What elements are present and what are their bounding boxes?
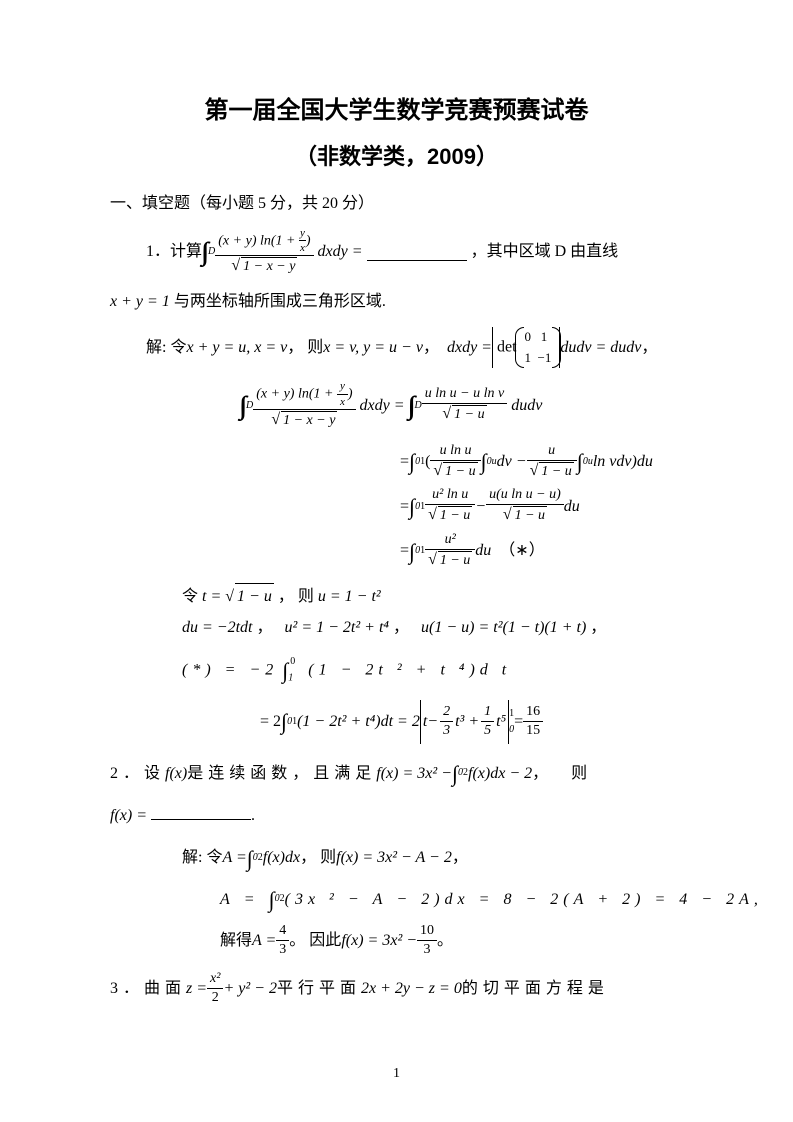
- q2-blank: f(x) = .: [110, 803, 683, 829]
- jacobian-abs: det 0 1 1 −1: [492, 327, 560, 369]
- page-number: 1: [0, 1066, 793, 1082]
- q1-eqF: = 2 ∫01 (1 − 2t² + t⁴)dt = 2 t − 23t³ + …: [110, 700, 683, 744]
- page-title: 第一届全国大学生数学竞赛预赛试卷: [110, 90, 683, 125]
- answer-blank-1: [367, 244, 467, 261]
- q1-integrand: (x + y) ln(1 + yx) √1 − x − y: [215, 227, 313, 277]
- q2-solC: 解得 A = 43 。 因此 f(x) = 3x² − 103 。: [110, 923, 683, 959]
- q1-sub1: 令 t = √1 − u ， 则 u = 1 − t²: [110, 583, 683, 610]
- q3-stem: 3．曲面 z = x²2 + y² − 2 平行平面 2x + 2y − z =…: [110, 971, 683, 1007]
- eval-bracket: t − 23t³ + 15t⁵: [420, 700, 509, 744]
- q1-eqE: (*) = −2 ∫10 (1 − 2t ² + t ⁴)d t: [110, 653, 683, 688]
- answer-blank-2: [151, 803, 251, 820]
- jacobian-matrix: 0 1 1 −1: [521, 327, 556, 369]
- q1-stem: 1．计算 ∫∫ D (x + y) ln(1 + yx) √1 − x − y …: [110, 227, 683, 277]
- q1-eqB: = ∫01 ( u ln u√1 − u ∫0u dv − u√1 − u ∫0…: [110, 443, 683, 482]
- q1-tail: ，其中区域 D 由直线: [471, 239, 619, 265]
- q1-cond: x + y = 1 与两坐标轴所围成三角形区域.: [110, 289, 683, 315]
- q1-sub2: du = −2tdt ， u² = 1 − 2t² + t⁴ ， u(1 − u…: [110, 615, 683, 641]
- eqA-lhs: (x + y) ln(1 + yx) √1 − x − y: [253, 380, 355, 430]
- q2-solA: 解: 令 A = ∫02 f(x)dx ， 则 f(x) = 3x² − A −…: [110, 841, 683, 876]
- q1-label: 1．计算: [146, 239, 202, 265]
- eqA-rhs: u ln u − u ln v √1 − u: [422, 386, 507, 425]
- q1-eqD: = ∫01 u²√1 − u du （∗）: [110, 532, 683, 571]
- q1-sol-sub: 解: 令 x + y = u, x = v ， 则 x = v, y = u −…: [110, 327, 683, 369]
- q1-int-sub: D: [208, 244, 215, 260]
- q2-solB: A = ∫02 (3x ² − A − 2)dx = 8 − 2(A + 2) …: [110, 882, 683, 917]
- q1-dxdy: dxdy =: [318, 239, 363, 265]
- exam-page: 第一届全国大学生数学竞赛预赛试卷 （非数学类，2009） 一、填空题（每小题 5…: [0, 0, 793, 1122]
- q1-eqA: ∫∫D (x + y) ln(1 + yx) √1 − x − y dxdy =…: [110, 380, 683, 430]
- det-label: det: [497, 338, 517, 355]
- page-subtitle: （非数学类，2009）: [110, 139, 683, 171]
- q2-stem: 2．设 f(x) 是连续函数，且满足 f(x) = 3x² − ∫02 f(x)…: [110, 756, 683, 791]
- section-header: 一、填空题（每小题 5 分，共 20 分）: [110, 189, 683, 213]
- q1-eqC: = ∫01 u² ln u√1 − u − u(u ln u − u)√1 − …: [110, 487, 683, 526]
